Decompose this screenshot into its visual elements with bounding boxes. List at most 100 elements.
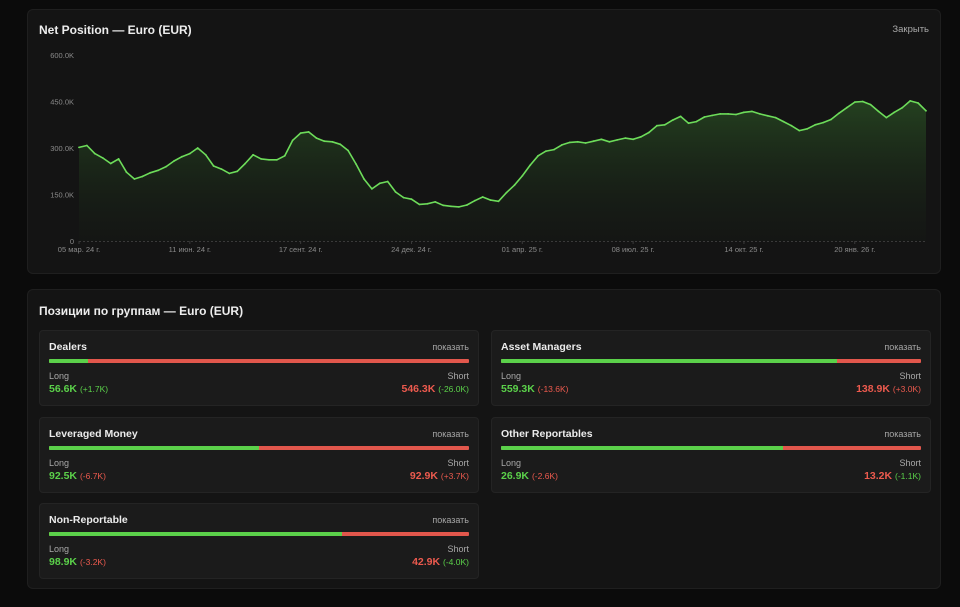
data-point [109, 162, 112, 165]
show-button[interactable]: показать [432, 515, 469, 525]
data-point [331, 140, 334, 143]
data-point [901, 106, 904, 109]
data-point [561, 144, 563, 146]
data-point [283, 154, 286, 157]
close-button[interactable]: Закрыть [892, 24, 929, 35]
data-point [473, 199, 476, 202]
group-card-leveraged-money: Leveraged Money показать Long Short 92.5… [39, 417, 479, 493]
data-point [394, 191, 397, 193]
long-delta: (-13.6K) [537, 384, 569, 394]
data-point [624, 137, 627, 139]
data-point [276, 158, 278, 161]
data-point [568, 141, 571, 144]
data-point [268, 158, 270, 161]
data-point [925, 109, 927, 112]
net-position-panel: Net Position — Euro (EUR) Закрыть 0 150.0… [27, 9, 941, 274]
data-point [853, 101, 856, 103]
long-value: 56.6K (+1.7K) [49, 383, 109, 395]
data-point [885, 116, 888, 119]
group-name: Dealers [49, 341, 87, 353]
y-tick-label: 0 [70, 237, 74, 246]
x-tick-label: 14 окт. 25 г. [724, 245, 763, 254]
data-point [584, 142, 587, 144]
show-button[interactable]: показать [884, 429, 921, 439]
data-points [78, 100, 927, 208]
data-point [86, 144, 88, 147]
show-button[interactable]: показать [884, 342, 921, 352]
long-short-bar [49, 532, 469, 536]
data-point [181, 155, 183, 158]
short-label: Short [447, 458, 469, 468]
data-point [830, 118, 832, 121]
data-point [466, 204, 468, 206]
data-point [814, 123, 817, 126]
data-point [212, 165, 215, 167]
data-point [418, 203, 421, 206]
data-point [640, 135, 642, 138]
short-value: 546.3K (-26.0K) [401, 383, 470, 395]
y-axis: 0 150.0K 300.0K 450.0K 600.0K [50, 51, 74, 246]
data-point [204, 153, 207, 156]
show-button[interactable]: показать [432, 429, 469, 439]
long-short-bar [49, 446, 469, 450]
data-point [845, 106, 848, 109]
data-point [141, 175, 144, 178]
short-label: Short [899, 458, 921, 468]
group-card-dealers: Dealers показать Long Short 56.6K (+1.7K… [39, 330, 479, 406]
data-point [236, 170, 239, 173]
long-share-fill [501, 359, 838, 363]
data-point [513, 184, 516, 187]
data-point [165, 165, 168, 168]
data-point [196, 147, 199, 149]
long-delta: (-2.6K) [531, 471, 558, 481]
data-point [869, 103, 872, 106]
net-position-chart: 0 150.0K 300.0K 450.0K 600.0K 05 мар. 24 г. 1… [50, 51, 927, 254]
group-name: Leveraged Money [49, 428, 138, 440]
data-point [78, 146, 80, 149]
data-point [909, 100, 912, 102]
data-point [402, 196, 405, 199]
group-card-other-reportables: Other Reportables показать Long Short 26… [491, 417, 931, 493]
short-label: Short [447, 371, 469, 381]
data-point [806, 127, 809, 130]
data-point [663, 123, 666, 126]
group-name: Other Reportables [501, 428, 593, 440]
groups-panel: Позиции по группам — Euro (EUR) Dealers … [27, 289, 941, 589]
y-tick-label: 300.0K [50, 144, 74, 153]
data-point [378, 182, 381, 185]
long-share-fill [49, 532, 342, 536]
data-point [774, 116, 777, 119]
data-point [101, 157, 104, 159]
group-name: Asset Managers [501, 341, 582, 353]
x-axis: 05 мар. 24 г. 11 июн. 24 г. 17 сент. 24 г.… [58, 241, 926, 254]
data-point [173, 160, 175, 162]
long-share-fill [501, 446, 783, 450]
data-point [117, 158, 120, 160]
long-short-bar [501, 359, 921, 363]
data-point [188, 152, 191, 155]
data-point [735, 113, 737, 116]
data-point [592, 140, 595, 143]
data-point [877, 110, 880, 113]
group-card-asset-managers: Asset Managers показать Long Short 559.3… [491, 330, 931, 406]
data-point [93, 152, 96, 155]
data-point [766, 114, 769, 117]
long-share-fill [49, 446, 259, 450]
data-point [687, 122, 690, 125]
data-point [481, 196, 484, 198]
data-point [363, 178, 365, 180]
x-tick-label: 17 сент. 24 г. [279, 245, 323, 254]
group-card-non-reportable: Non-Reportable показать Long Short 98.9K… [39, 503, 479, 579]
data-point [838, 112, 840, 115]
data-point [719, 113, 722, 115]
x-tick-label: 24 дек. 24 г. [391, 245, 432, 254]
net-position-area [79, 100, 926, 242]
x-tick-label: 01 апр. 25 г. [502, 245, 543, 254]
show-button[interactable]: показать [432, 342, 469, 352]
data-point [743, 111, 745, 114]
short-value: 138.9K (+3.0K) [856, 383, 921, 395]
data-point [458, 206, 460, 208]
data-point [497, 200, 500, 203]
data-point [545, 150, 547, 153]
long-value: 92.5K (-6.7K) [49, 470, 106, 482]
